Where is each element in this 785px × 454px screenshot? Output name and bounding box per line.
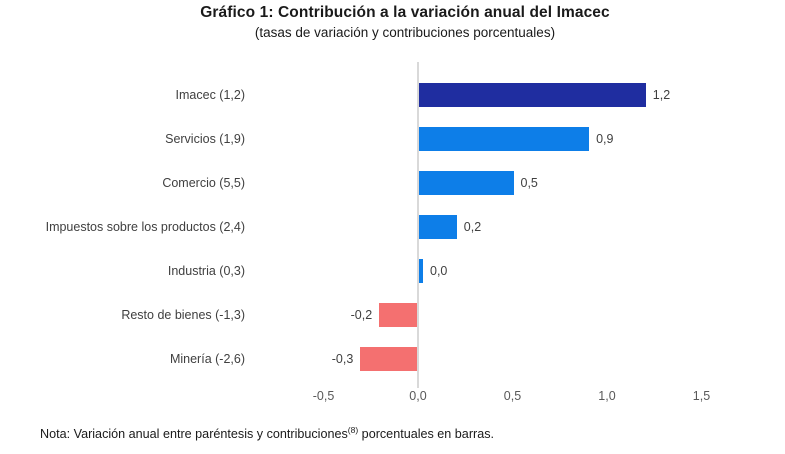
footnote-superscript: (8) [347, 424, 359, 435]
category-label: Resto de bienes (-1,3) [121, 308, 245, 322]
footnote-text: Nota: Variación anual entre paréntesis y… [40, 427, 348, 441]
zero-axis-line [417, 62, 419, 388]
value-label: 0,9 [596, 132, 614, 146]
bar [419, 259, 423, 283]
bar [360, 347, 417, 371]
value-label: 0,5 [520, 176, 538, 190]
category-label: Minería (-2,6) [169, 352, 245, 366]
x-axis-tick-label: 0,5 [503, 389, 522, 403]
value-label: -0,3 [331, 352, 354, 366]
value-label: -0,2 [350, 308, 373, 322]
value-label: 0,0 [430, 264, 448, 278]
category-label: Imacec (1,2) [175, 88, 245, 102]
bar [419, 83, 646, 107]
bar [419, 127, 590, 151]
x-axis-tick-label: 0,0 [409, 389, 427, 403]
value-label: 1,2 [652, 88, 671, 102]
chart-header: Gráfico 1: Contribución a la variación a… [25, 4, 785, 40]
bar [379, 303, 417, 327]
category-label: Impuestos sobre los productos (2,4) [45, 220, 245, 234]
footnote: Nota: Variación anual entre paréntesis y… [40, 424, 495, 441]
footnote-text-suffix: porcentuales en barras. [358, 427, 495, 441]
category-label: Industria (0,3) [167, 264, 245, 278]
x-axis-tick-label: 1,0 [598, 389, 616, 403]
chart-subtitle: (tasas de variación y contribuciones por… [254, 25, 556, 40]
x-axis-tick-label: 1,5 [692, 389, 711, 403]
chart-title: Gráfico 1: Contribución a la variación a… [200, 4, 610, 21]
x-axis-tick-label: -0,5 [312, 389, 335, 403]
category-label: Servicios (1,9) [165, 132, 245, 146]
bar [419, 215, 457, 239]
category-label: Comercio (5,5) [162, 176, 245, 190]
value-label: 0,2 [463, 220, 482, 234]
bar [419, 171, 514, 195]
